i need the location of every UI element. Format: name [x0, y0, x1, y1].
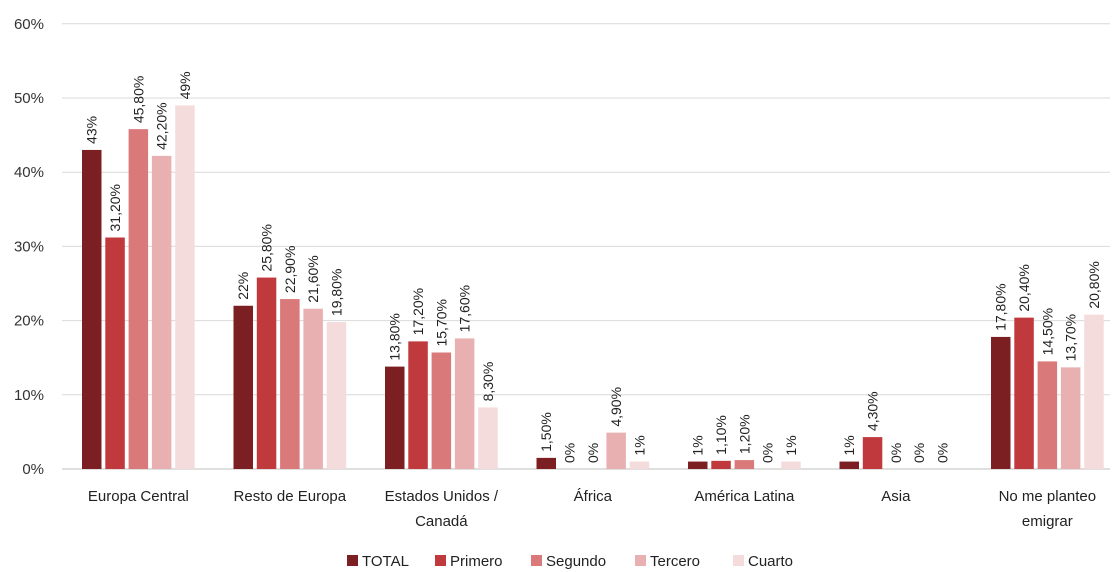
legend-swatch [435, 555, 446, 566]
bar-segundo [280, 299, 300, 469]
data-label: 0% [562, 443, 578, 463]
legend-swatch [733, 555, 744, 566]
bar-total [82, 149, 102, 469]
legend-label: TOTAL [362, 553, 409, 570]
bar-total [991, 336, 1011, 469]
data-label: 19,80% [328, 269, 344, 316]
data-label: 1% [841, 435, 857, 455]
bar-total [839, 461, 859, 469]
legend-swatch [635, 555, 646, 566]
data-label: 0% [888, 443, 904, 463]
x-category-label: Europa Central [88, 488, 189, 505]
y-tick-label: 20% [14, 313, 44, 330]
bar-primero [711, 460, 731, 469]
data-label: 43% [84, 116, 100, 144]
data-label: 0% [760, 443, 776, 463]
data-label: 20,80% [1086, 261, 1102, 308]
bar-primero [1014, 317, 1034, 469]
y-tick-label: 40% [14, 164, 44, 181]
data-labels: 43% 31,20% 45,80% 42,20% 49% 22% 25,80% 22,90% 2… [84, 71, 1102, 463]
bar-segundo [734, 460, 755, 469]
x-axis-categories: Europa Central Resto de Europa Estados Uni… [88, 488, 1096, 530]
gridlines [62, 23, 1110, 470]
x-category-label: emigrar [1022, 513, 1073, 530]
bar-tercero [303, 308, 323, 469]
bar-cuarto [781, 461, 801, 469]
x-category-label: África [574, 488, 613, 505]
data-label: 22,90% [282, 246, 298, 293]
bars [82, 105, 1104, 470]
bar-cuarto [478, 407, 498, 469]
bar-tercero [606, 432, 626, 469]
x-category-label: Asia [881, 488, 911, 505]
bar-primero [105, 237, 125, 469]
bar-tercero [151, 155, 172, 469]
data-label: 13,70% [1063, 314, 1079, 361]
data-label: 0% [934, 443, 950, 463]
data-label: 42,20% [154, 102, 170, 149]
x-category-label: Canadá [415, 513, 468, 530]
bar-primero [862, 437, 883, 469]
legend-swatch [347, 555, 358, 566]
bar-primero [256, 277, 277, 469]
legend-label: Primero [450, 553, 503, 570]
x-category-label: Estados Unidos / [385, 488, 499, 505]
bar-cuarto [1084, 314, 1104, 469]
data-label: 17,20% [410, 288, 426, 335]
data-label: 22% [235, 272, 251, 300]
legend-label: Segundo [546, 553, 606, 570]
data-label: 1,20% [736, 414, 752, 454]
data-label: 20,40% [1016, 264, 1032, 311]
bar-segundo [431, 352, 452, 469]
legend-label: Cuarto [748, 553, 793, 570]
x-category-label: No me planteo [999, 488, 1097, 505]
data-label: 25,80% [259, 224, 275, 271]
y-tick-label: 50% [14, 90, 44, 107]
bar-cuarto [175, 105, 195, 470]
y-tick-label: 10% [14, 387, 44, 404]
data-label: 17,60% [457, 285, 473, 332]
y-tick-label: 60% [14, 16, 44, 33]
bar-primero [408, 341, 428, 469]
data-label: 21,60% [305, 255, 321, 302]
data-label: 1% [631, 435, 647, 455]
bar-segundo [1037, 361, 1058, 469]
bar-tercero [454, 338, 475, 469]
data-label: 1,50% [538, 412, 554, 452]
legend-label: Tercero [650, 553, 700, 570]
data-label: 0% [585, 443, 601, 463]
bar-cuarto [629, 461, 650, 469]
data-label: 14,50% [1039, 308, 1055, 355]
data-label: 17,80% [993, 283, 1009, 330]
data-label: 0% [911, 443, 927, 463]
data-label: 45,80% [130, 76, 146, 123]
x-category-label: América Latina [694, 488, 795, 505]
y-tick-label: 0% [22, 461, 44, 478]
bar-total [536, 457, 556, 469]
data-label: 8,30% [480, 362, 496, 402]
bar-tercero [1060, 367, 1081, 469]
x-category-label: Resto de Europa [234, 488, 347, 505]
bar-segundo [128, 129, 149, 469]
bar-total [385, 366, 405, 469]
data-label: 1,10% [713, 415, 729, 455]
data-label: 1% [783, 435, 799, 455]
legend: TOTAL Primero Segundo Tercero Cuarto [347, 553, 793, 570]
data-label: 4,30% [865, 391, 881, 431]
data-label: 4,90% [608, 387, 624, 427]
bar-cuarto [326, 322, 347, 469]
data-label: 13,80% [387, 313, 403, 360]
bar-total [688, 461, 708, 469]
y-axis-ticks: 0% 10% 20% 30% 40% 50% 60% [14, 16, 44, 478]
legend-swatch [531, 555, 542, 566]
data-label: 49% [177, 71, 193, 99]
y-tick-label: 30% [14, 238, 44, 255]
data-label: 15,70% [433, 299, 449, 346]
data-label: 1% [690, 435, 706, 455]
bar-total [233, 305, 253, 469]
data-label: 31,20% [107, 184, 123, 231]
